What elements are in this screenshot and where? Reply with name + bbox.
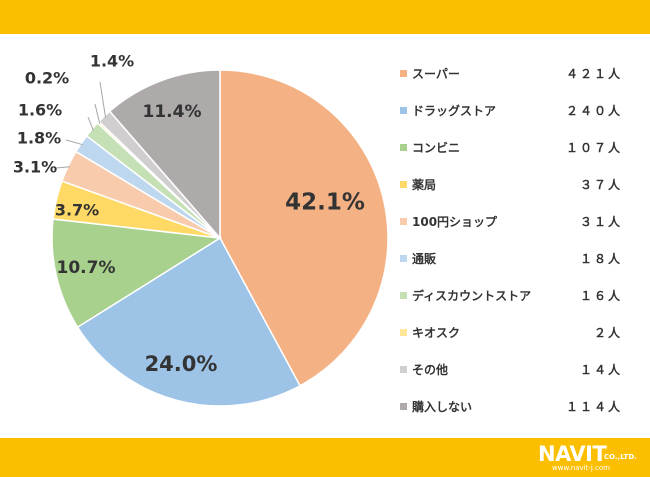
- pie-slice-1: [219, 69, 389, 387]
- legend-swatch: [400, 181, 407, 188]
- legend-count: ２人: [593, 326, 622, 340]
- legend-swatch: [400, 107, 407, 114]
- leader-line-6: [65, 139, 83, 146]
- legend-item-8: キオスク ２人: [400, 322, 640, 359]
- legend-item-2: ドラッグストア ２４０人: [400, 100, 640, 137]
- data-label-3: 10.7%: [57, 258, 116, 278]
- legend-label: コンビニ: [412, 141, 461, 155]
- legend-count: ３７人: [579, 178, 622, 192]
- legend: スーパー ４２１人ドラッグストア ２４０人コンビニ １０７人薬局 ３７人 100円ショップ…: [400, 63, 640, 433]
- navit-logo: NAVIT CO.,LTD. www.navit-j.com: [538, 443, 646, 473]
- logo-suffix: CO.,LTD.: [604, 453, 637, 461]
- data-label-4: 3.7%: [55, 201, 99, 220]
- data-label-5: 3.1%: [13, 158, 57, 177]
- data-label-8: 0.2%: [25, 69, 69, 88]
- leader-line-9: [99, 81, 107, 118]
- legend-item-10: 購入しない １１４人: [400, 396, 640, 433]
- legend-item-9: その他 １４人: [400, 359, 640, 396]
- legend-item-4: 薬局 ３７人: [400, 174, 640, 211]
- legend-count: １４人: [579, 363, 622, 377]
- leader-line-7: [87, 116, 94, 131]
- legend-swatch: [400, 255, 407, 262]
- legend-count: １０７人: [565, 141, 622, 155]
- legend-count: １６人: [579, 289, 622, 303]
- legend-label: スーパー: [412, 67, 460, 81]
- legend-label: 薬局: [412, 178, 437, 192]
- leader-line-8: [94, 103, 101, 124]
- data-label-6: 1.8%: [17, 129, 61, 148]
- legend-swatch: [400, 70, 407, 77]
- legend-swatch: [400, 218, 407, 225]
- bottom-banner: [0, 438, 650, 477]
- logo-brand: NAVIT: [538, 442, 607, 466]
- legend-label: 通販: [412, 252, 437, 266]
- legend-item-6: 通販 １８人: [400, 248, 640, 285]
- data-label-9: 1.4%: [90, 52, 134, 71]
- legend-item-5: 100円ショップ ３１人: [400, 211, 640, 248]
- legend-item-1: スーパー ４２１人: [400, 63, 640, 100]
- data-label-2: 24.0%: [145, 352, 218, 376]
- leader-lines: [55, 81, 107, 169]
- legend-swatch: [400, 366, 407, 373]
- legend-count: １８人: [579, 252, 622, 266]
- legend-label: キオスク: [412, 326, 461, 340]
- legend-label: ドラッグストア: [412, 104, 497, 118]
- legend-label: 100円ショップ: [412, 215, 498, 229]
- legend-label: 購入しない: [412, 400, 473, 414]
- data-labels: 42.1% 24.0% 10.7% 3.7% 3.1% 1.8% 1.6% 0.2% 1.4% 1…: [13, 52, 365, 377]
- leader-line-5: [55, 166, 71, 169]
- legend-item-3: コンビニ １０７人: [400, 137, 640, 174]
- legend-item-7: ディスカウントストア １６人: [400, 285, 640, 322]
- data-label-10: 11.4%: [143, 102, 202, 122]
- pie-slices: [51, 69, 389, 407]
- legend-count: １１４人: [565, 400, 622, 414]
- legend-swatch: [400, 329, 407, 336]
- data-label-1: 42.1%: [285, 190, 365, 216]
- legend-count: ３１人: [579, 215, 622, 229]
- top-banner: [0, 0, 650, 34]
- pie-slice-2: [76, 236, 302, 407]
- legend-swatch: [400, 403, 407, 410]
- legend-count: ４２１人: [565, 67, 622, 81]
- logo-url: www.navit-j.com: [552, 464, 610, 472]
- legend-count: ２４０人: [565, 104, 622, 118]
- pie-slice-10: [108, 69, 221, 241]
- data-label-7: 1.6%: [18, 101, 62, 120]
- legend-label: ディスカウントストア: [412, 289, 532, 303]
- legend-swatch: [400, 144, 407, 151]
- legend-swatch: [400, 292, 407, 299]
- pie-slice-3: [51, 218, 223, 329]
- legend-label: その他: [412, 363, 449, 377]
